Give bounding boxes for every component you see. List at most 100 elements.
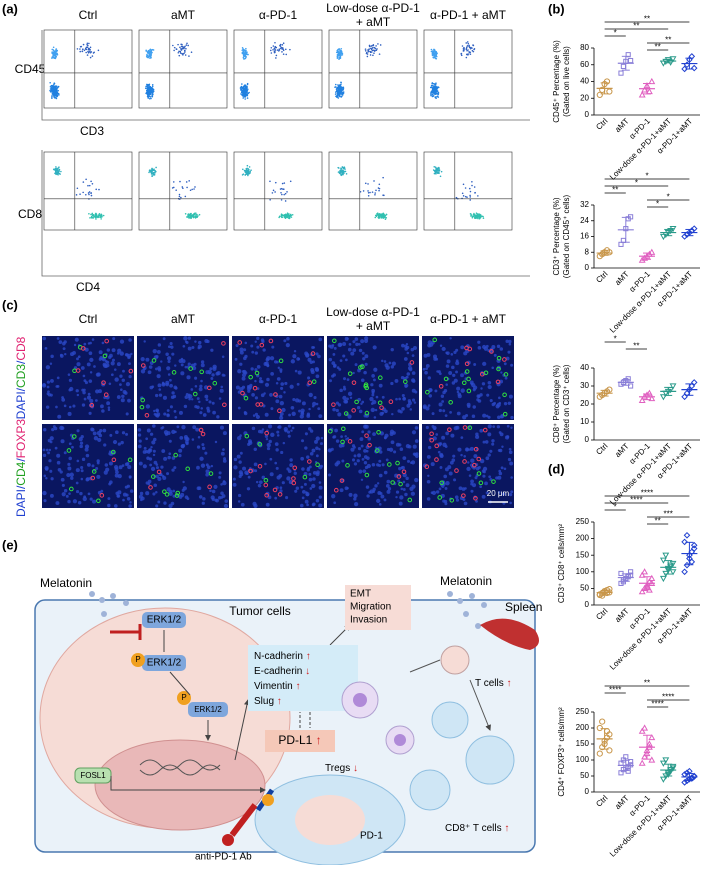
nucleus <box>200 407 203 410</box>
nucleus <box>118 465 123 470</box>
nucleus <box>73 343 77 347</box>
event-dot <box>184 54 187 56</box>
nucleus <box>71 436 75 441</box>
nucleus <box>425 406 430 411</box>
nucleus <box>67 373 71 376</box>
event-dot <box>474 216 477 219</box>
nucleus <box>482 440 486 444</box>
event-dot <box>338 94 341 97</box>
nucleus <box>347 347 352 352</box>
data-point <box>688 382 696 390</box>
nucleus <box>63 404 67 408</box>
stained-cell <box>461 493 466 498</box>
nucleus <box>145 437 149 441</box>
nucleus <box>332 435 337 439</box>
stained-cell <box>467 346 473 352</box>
event-dot <box>272 189 275 192</box>
data-point <box>645 87 653 95</box>
column-header: Low-dose α-PD-1 <box>326 1 420 15</box>
nucleus <box>503 362 507 366</box>
event-dot <box>473 215 475 218</box>
nucleus <box>309 429 314 433</box>
event-dot <box>271 192 274 194</box>
nucleus <box>460 345 465 350</box>
nucleus <box>405 444 411 449</box>
nucleus <box>438 402 443 407</box>
nucleus <box>371 393 375 397</box>
nucleus <box>142 450 147 454</box>
nucleus <box>491 439 495 443</box>
nucleus <box>265 437 269 441</box>
stained-cell <box>151 358 157 363</box>
nucleus <box>437 450 441 454</box>
event-dot <box>384 214 387 217</box>
nucleus <box>360 478 364 482</box>
nucleus <box>423 406 427 410</box>
column-header: aMT <box>171 312 196 326</box>
nucleus <box>281 481 285 485</box>
x-tick-label: aMT <box>613 441 631 459</box>
nucleus <box>370 383 374 387</box>
event-dot <box>455 196 458 199</box>
y-tick-label: 200 <box>576 534 590 543</box>
event-dot <box>281 216 284 219</box>
data-point <box>688 775 696 782</box>
nucleus <box>293 471 297 475</box>
nucleus <box>50 354 54 359</box>
nucleus <box>477 346 482 350</box>
event-dot <box>431 93 434 96</box>
stain: CD3 <box>14 364 28 388</box>
nucleus <box>155 463 159 466</box>
event-dot <box>245 89 248 92</box>
y-axis-label: (Gated on CD45⁺ cells) <box>562 194 571 278</box>
data-point <box>688 53 696 60</box>
event-dot <box>148 170 151 172</box>
significance-label: * <box>614 503 617 512</box>
event-dot <box>337 87 339 90</box>
label: CD8⁺ T cells <box>445 823 502 834</box>
stained-cell <box>307 380 313 386</box>
stained-cell <box>244 433 250 439</box>
nucleus <box>308 477 313 482</box>
stained-cell <box>333 487 339 493</box>
stained-cell <box>347 371 353 376</box>
nucleus <box>81 403 86 407</box>
nucleus <box>166 409 170 412</box>
nucleus <box>47 451 51 455</box>
event-dot <box>145 92 148 95</box>
nucleus <box>335 439 340 443</box>
data-point <box>638 396 646 403</box>
nucleus <box>356 406 361 410</box>
event-dot <box>188 180 190 182</box>
event-dot <box>469 53 472 55</box>
event-dot <box>52 55 55 57</box>
nucleus <box>253 447 257 451</box>
nucleus <box>496 344 501 349</box>
event-dot <box>188 215 190 217</box>
event-dot <box>146 89 149 91</box>
event-dot <box>197 215 199 217</box>
nucleus <box>147 370 152 375</box>
nucleus <box>331 494 336 499</box>
event-dot <box>341 91 344 94</box>
nucleus <box>358 342 361 346</box>
label: PD-L1 ↑ <box>278 733 321 747</box>
nucleus <box>374 484 378 488</box>
column-header: α-PD-1 <box>259 312 298 326</box>
event-dot <box>151 83 154 86</box>
nucleus <box>309 451 314 456</box>
nucleus <box>63 451 67 455</box>
nucleus <box>389 432 394 436</box>
treg <box>353 693 367 707</box>
stained-cell <box>144 412 150 418</box>
nucleus <box>251 426 256 431</box>
nucleus <box>50 379 54 383</box>
nucleus <box>236 435 242 441</box>
event-dot <box>54 97 56 99</box>
event-dot <box>466 196 468 198</box>
nucleus <box>398 501 403 506</box>
nucleus <box>347 414 352 419</box>
nucleus <box>212 364 217 369</box>
event-dot <box>340 173 343 176</box>
data-point <box>662 570 670 578</box>
